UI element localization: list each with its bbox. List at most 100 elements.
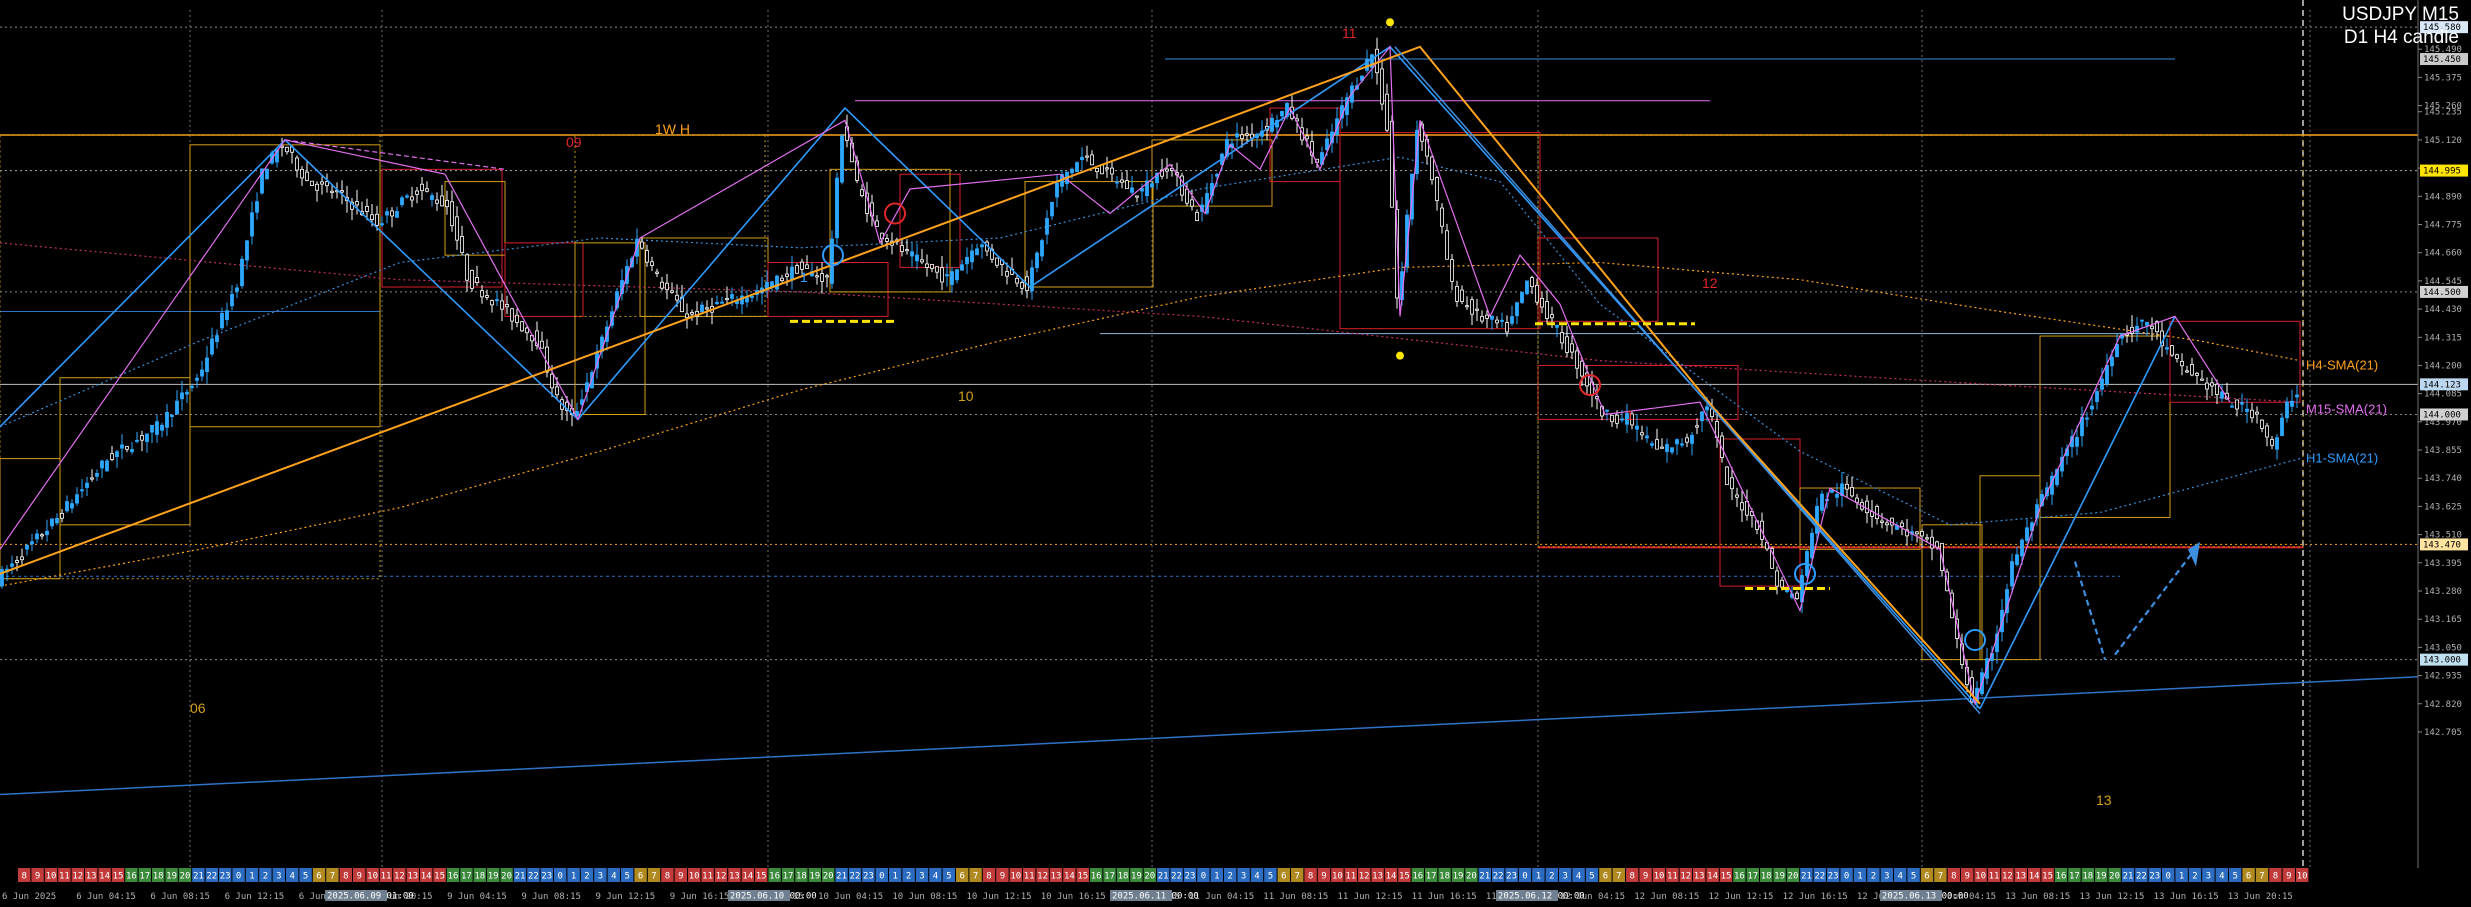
candle-body <box>940 267 944 283</box>
candle-body <box>170 414 174 417</box>
price-highlight[interactable] <box>2420 53 2468 66</box>
hour-cell-label: 12 <box>716 872 727 882</box>
candle-body <box>725 298 729 301</box>
hour-cell-label: 11 <box>1024 872 1035 882</box>
candle-body <box>1875 506 1879 520</box>
candle-body <box>155 421 159 435</box>
candle-body <box>1575 350 1579 369</box>
zigzag-lines[interactable] <box>0 45 2231 715</box>
candle-body <box>220 313 224 329</box>
candle-body <box>925 263 929 268</box>
time-axis[interactable]: 6 Jun 2025 6 Jun 04:15 6 Jun 08:15 6 Jun 12… <box>2 890 2293 902</box>
symbol-timeframe: USDJPY M15 <box>2342 4 2459 25</box>
projection-arrow-down[interactable] <box>2073 561 2107 660</box>
hour-cell-label: 17 <box>139 872 150 882</box>
date-tag[interactable] <box>1880 890 1942 901</box>
hour-cell <box>1626 868 1639 882</box>
price-tick-label: 145.375 <box>2424 73 2462 83</box>
hour-cell <box>688 868 701 882</box>
candle-body <box>285 146 289 153</box>
candle-body <box>445 199 449 208</box>
h4-box <box>574 134 766 317</box>
hour-cell-label: 4 <box>289 872 294 882</box>
price-highlight[interactable] <box>2420 285 2468 298</box>
candle-body <box>2200 378 2204 381</box>
candle-body <box>315 183 319 191</box>
hour-cell-label: 17 <box>1747 872 1758 882</box>
hour-cell-label: 18 <box>474 872 485 882</box>
candle-body <box>1430 156 1434 181</box>
zigzag-minor[interactable] <box>0 45 2231 707</box>
candle-body <box>830 238 834 284</box>
hour-cell <box>353 868 366 882</box>
date-tag[interactable] <box>1496 890 1558 901</box>
trend-line-orange[interactable] <box>0 45 1981 705</box>
hour-cell-label: 9 <box>1321 872 1326 882</box>
price-highlight[interactable] <box>2420 21 2468 34</box>
minor-trendline[interactable] <box>284 139 506 170</box>
candle-body <box>1515 302 1519 317</box>
price-highlight[interactable] <box>2420 164 2468 177</box>
hour-cell <box>138 868 151 882</box>
period-box <box>1537 237 1659 322</box>
time-label: 9 Jun 12:15 <box>596 892 656 902</box>
hour-cell <box>1371 868 1384 882</box>
hour-cell-label: 12 <box>2002 872 2013 882</box>
date-tag[interactable] <box>1110 890 1172 901</box>
hour-cell <box>379 868 393 882</box>
candle-body <box>2250 409 2254 419</box>
price-tick-label: 145.490 <box>2424 45 2462 55</box>
decline-channel[interactable] <box>1394 46 1981 715</box>
zigzag-major-leg[interactable] <box>1979 316 2176 710</box>
time-label: 13 Jun 08:15 <box>2005 892 2070 902</box>
price-highlight[interactable] <box>2420 538 2468 551</box>
hour-cell-label: 7 <box>2259 872 2264 882</box>
hour-cell <box>1009 868 1022 882</box>
hour-cell-label: 2 <box>1871 872 1876 882</box>
hour-cell-label: 5 <box>946 872 951 882</box>
hour-cell <box>1264 868 1277 882</box>
hour-cell <box>580 868 594 882</box>
price-highlight-label: 145.450 <box>2423 55 2461 65</box>
candle-body <box>730 294 734 299</box>
price-axis[interactable]: 145.490145.375145.260145.235145.120145.0… <box>2306 0 2468 868</box>
hour-cell-label: 12 <box>1359 872 1370 882</box>
candle-body <box>450 201 454 227</box>
hour-cell-label: 2 <box>263 872 268 882</box>
hour-cell <box>125 868 138 882</box>
annotation-label: 1 <box>800 269 808 285</box>
hour-cell-label: 21 <box>515 872 526 882</box>
candle-body <box>1050 201 1054 217</box>
price-highlight[interactable] <box>2420 653 2468 666</box>
candle-body <box>2285 401 2289 419</box>
hour-cell <box>259 868 272 882</box>
indicator-label: H1-SMA(21) <box>2306 451 2378 466</box>
hour-cell-label: 11 <box>1345 872 1356 882</box>
hour-cell <box>1746 868 1759 882</box>
candle-body <box>2100 378 2104 390</box>
hour-cell <box>594 868 607 882</box>
price-highlight[interactable] <box>2420 408 2468 421</box>
hour-cell <box>473 868 486 882</box>
hour-cell-label: 18 <box>1761 872 1772 882</box>
price-highlight[interactable] <box>2420 378 2468 391</box>
date-tag-label: 2025.06.11 00:00 <box>1112 892 1199 902</box>
candle-body <box>2240 402 2244 405</box>
hour-cell-label: 19 <box>2096 872 2107 882</box>
candle-body <box>1070 168 1074 174</box>
hour-cell-label: 15 <box>756 872 767 882</box>
date-tag[interactable] <box>728 890 790 901</box>
hour-cell-label: 19 <box>1131 872 1142 882</box>
h4-box <box>1537 134 2304 548</box>
price-tick-label: 142.705 <box>2424 728 2462 738</box>
time-label: 11 Jun 08:15 <box>1263 892 1328 902</box>
candle-body <box>2090 405 2094 410</box>
hour-cell <box>1090 868 1103 882</box>
candle-body <box>720 301 724 304</box>
price-tick-label: 143.050 <box>2424 643 2462 653</box>
hour-cell <box>889 868 902 882</box>
period-box <box>574 242 646 415</box>
projection-arrow-up[interactable] <box>2114 548 2196 656</box>
date-tag[interactable] <box>325 890 387 901</box>
